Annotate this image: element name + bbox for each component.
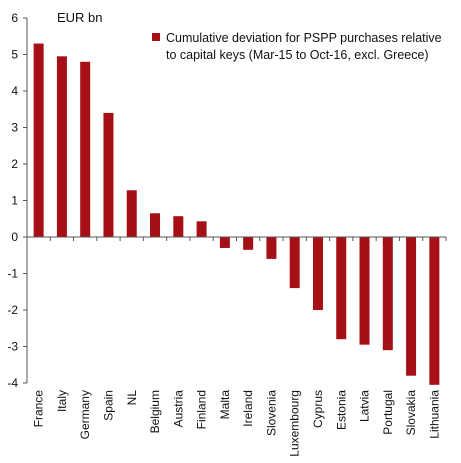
bar-finland <box>196 221 207 237</box>
bar-spain <box>103 112 114 237</box>
x-tick-label-belgium: Belgium <box>148 390 162 433</box>
y-axis: -4 -3 -2 -1 0 1 2 3 4 5 6 <box>7 11 28 390</box>
bar-slovakia <box>406 237 417 376</box>
bar-belgium <box>150 213 161 237</box>
y-tick-label: -3 <box>7 340 18 354</box>
bar-italy <box>56 56 67 237</box>
bar-ireland <box>243 237 254 250</box>
bar-germany <box>80 61 91 237</box>
x-tick-label-finland: Finland <box>195 390 209 429</box>
bar-slovenia <box>266 237 277 259</box>
x-tick-label-slovakia: Slovakia <box>404 390 418 436</box>
legend: Cumulative deviation for PSPP purchases … <box>152 31 445 62</box>
y-tick-label: 0 <box>11 230 18 244</box>
x-tick-label-portugal: Portugal <box>381 390 395 435</box>
x-tick-label-germany: Germany <box>78 390 92 439</box>
y-tick-label: 5 <box>11 48 18 62</box>
legend-line-2: to capital keys (Mar-15 to Oct-16, excl.… <box>166 48 429 62</box>
x-tick-label-cyprus: Cyprus <box>311 390 325 428</box>
y-tick-label: -4 <box>7 376 18 390</box>
bar-lithuania <box>429 237 440 385</box>
bar-france <box>33 43 44 237</box>
y-tick-label: -1 <box>7 267 18 281</box>
legend-swatch <box>152 33 160 41</box>
x-tick-label-malta: Malta <box>218 390 232 420</box>
bar-latvia <box>359 237 370 345</box>
y-tick-label: 3 <box>11 121 18 135</box>
x-tick-label-italy: Italy <box>55 390 69 412</box>
y-tick-label: 6 <box>11 11 18 25</box>
y-tick-label: -2 <box>7 303 18 317</box>
x-tick-label-ireland: Ireland <box>241 390 255 427</box>
x-tick-label-estonia: Estonia <box>334 390 348 430</box>
x-tick-label-slovenia: Slovenia <box>264 390 278 436</box>
x-axis: France Italy Germany Spain NL Belgium Austria F… <box>26 236 447 457</box>
x-tick-label-latvia: Latvia <box>358 390 372 422</box>
bar-luxembourg <box>289 237 300 289</box>
x-tick-label-austria: Austria <box>171 390 185 428</box>
bar-cyprus <box>312 237 323 310</box>
y-tick-label: 2 <box>11 157 18 171</box>
x-tick-label-lithuania: Lithuania <box>427 390 441 439</box>
y-tick-label: 4 <box>11 84 18 98</box>
bar-nl <box>126 190 137 237</box>
x-tick-label-nl: NL <box>125 390 139 406</box>
bar-estonia <box>336 237 347 340</box>
x-tick-label-france: France <box>32 390 46 428</box>
x-tick-label-spain: Spain <box>101 390 115 421</box>
bar-malta <box>219 237 230 248</box>
bar-portugal <box>382 237 393 351</box>
x-tick-label-luxembourg: Luxembourg <box>288 390 302 457</box>
bar-austria <box>173 216 184 237</box>
legend-line-1: Cumulative deviation for PSPP purchases … <box>166 31 442 45</box>
legend-text: Cumulative deviation for PSPP purchases … <box>166 31 445 62</box>
bars <box>33 43 440 385</box>
y-tick-label: 1 <box>11 194 18 208</box>
y-axis-unit-label: EUR bn <box>57 10 103 25</box>
